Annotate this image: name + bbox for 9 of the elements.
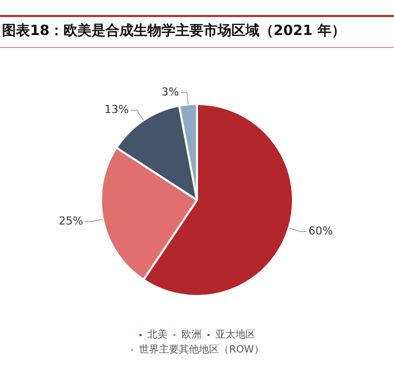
data-label: 25% bbox=[58, 214, 84, 228]
data-label: 3% bbox=[161, 85, 179, 98]
legend-label: 欧洲 bbox=[182, 328, 202, 341]
chart-title: 图表18：欧美是合成生物学主要市场区域（2021 年） bbox=[2, 22, 346, 40]
legend-label: 北美 bbox=[148, 328, 168, 341]
data-label: 13% bbox=[104, 103, 129, 116]
data-label: 60% bbox=[308, 224, 333, 238]
legend-label: 世界主要其他地区（ROW） bbox=[139, 344, 264, 356]
legend-label: 亚太地区 bbox=[216, 328, 256, 341]
